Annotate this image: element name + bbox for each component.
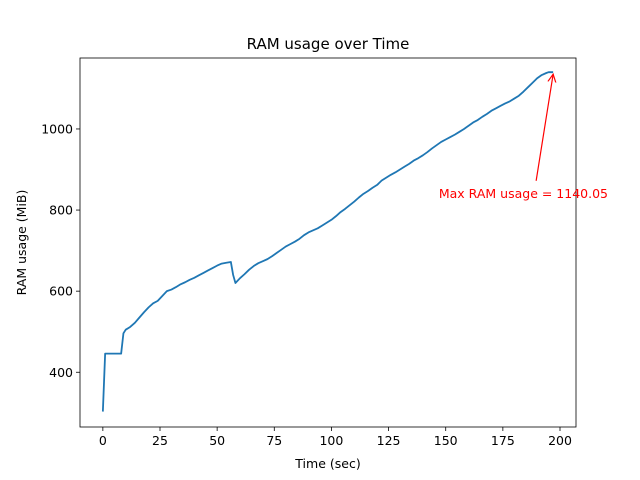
chart-title: RAM usage over Time	[247, 35, 410, 53]
x-axis-label: Time (sec)	[294, 456, 360, 471]
y-axis-label: RAM usage (MiB)	[14, 190, 29, 296]
x-tick-label: 200	[548, 433, 572, 448]
x-tick-label: 125	[377, 433, 401, 448]
x-tick-label: 50	[209, 433, 225, 448]
x-tick-label: 150	[434, 433, 458, 448]
annotation: Max RAM usage = 1140.05	[439, 74, 608, 201]
y-tick-label: 1000	[41, 121, 73, 136]
axes-frame	[79, 57, 577, 428]
x-tick-label: 0	[99, 433, 107, 448]
x-tick-label: 100	[319, 433, 343, 448]
y-tick-label: 600	[49, 284, 73, 299]
series-line	[101, 71, 554, 412]
x-tick-label: 175	[491, 433, 515, 448]
x-tick-label: 75	[266, 433, 282, 448]
annotation-arrow	[535, 74, 553, 181]
y-tick-label: 400	[49, 365, 73, 380]
x-tick-label: 25	[152, 433, 168, 448]
y-tick-label: 800	[49, 203, 73, 218]
plot-area	[101, 71, 554, 412]
annotation-text: Max RAM usage = 1140.05	[439, 186, 608, 201]
axis-ticks: 0 25 50 75 100 125 150 175 200 400 600 800 1000	[41, 121, 572, 448]
